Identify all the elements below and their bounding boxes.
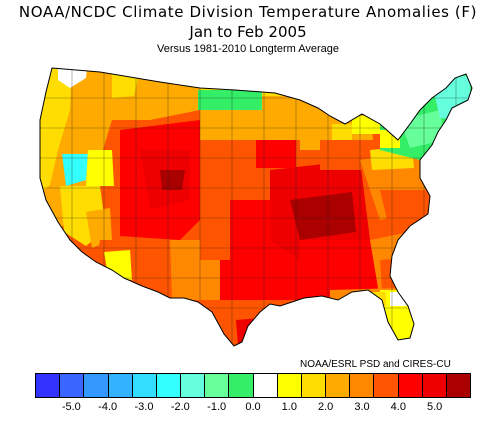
legend-swatch — [205, 374, 230, 397]
legend-tick-label: -2.0 — [170, 401, 190, 413]
legend-swatch — [422, 374, 447, 397]
legend-swatch — [156, 374, 182, 397]
legend-tick-label: 4.0 — [390, 401, 406, 413]
legend-tick-label: -3.0 — [134, 401, 154, 413]
legend-tick-label: -4.0 — [98, 401, 118, 413]
legend-swatch — [398, 374, 423, 397]
legend-swatch — [36, 374, 61, 397]
legend-swatch — [446, 374, 471, 397]
legend-swatch — [326, 374, 351, 397]
legend-swatch — [350, 374, 375, 397]
legend-tick-label: -1.0 — [207, 401, 227, 413]
legend-tick-label: 3.0 — [354, 401, 370, 413]
legend-tick-label: 0.0 — [245, 401, 261, 413]
legend-swatch — [181, 374, 206, 397]
source-credit: NOAA/ESRL PSD and CIRES-CU — [300, 359, 451, 370]
baseline-label: Versus 1981-2010 Longterm Average — [156, 43, 340, 55]
map-title: NOAA/NCDC Climate Division Temperature A… — [18, 3, 478, 21]
legend-swatch — [374, 374, 399, 397]
legend-tick-label: 1.0 — [281, 401, 297, 413]
legend-swatch — [229, 374, 254, 397]
legend-swatch — [301, 374, 327, 397]
legend-tick-label: -5.0 — [61, 401, 81, 413]
legend-swatch — [84, 374, 109, 397]
legend-tick-label: 5.0 — [427, 401, 443, 413]
legend-swatch — [277, 374, 302, 397]
legend-swatch — [253, 374, 278, 397]
legend-swatch — [108, 374, 133, 397]
period-label: Jan to Feb 2005 — [189, 23, 307, 41]
legend-swatch — [60, 374, 85, 397]
legend-swatch — [132, 374, 157, 397]
color-legend — [35, 373, 471, 398]
legend-ticks: -5.0 -4.0 -3.0 -2.0 -1.0 0.0 1.0 2.0 3.0 4.0 5.0 — [0, 401, 496, 417]
legend-tick-label: 2.0 — [318, 401, 334, 413]
